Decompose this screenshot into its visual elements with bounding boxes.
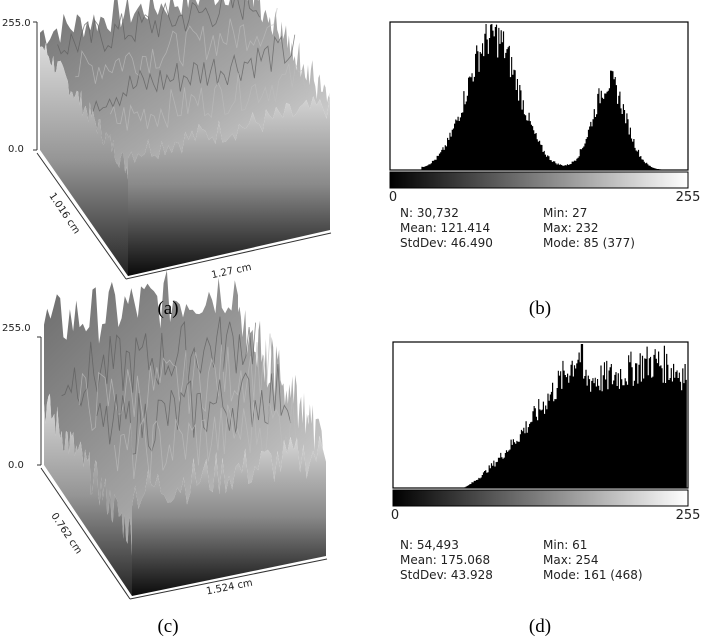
axis-max-label: 255	[676, 190, 701, 205]
surface-plot	[33, 0, 332, 280]
stat-text: Min: 61	[543, 538, 587, 552]
stat-text: Mode: 85 (377)	[543, 236, 635, 250]
surface-ridge	[114, 397, 309, 482]
surface-ridge	[75, 8, 278, 84]
axis-max-label: 255	[676, 508, 701, 523]
axis-min-label: 0	[389, 190, 397, 205]
surface-front-face	[128, 92, 330, 276]
surface-top	[44, 270, 326, 556]
z-max-label: 255.0	[2, 18, 31, 29]
y-extent-label: 0.762 cm	[48, 511, 83, 556]
stat-text: Mode: 161 (468)	[543, 568, 643, 582]
z-min-label: 0.0	[8, 460, 24, 471]
surface-ridge	[110, 63, 313, 131]
histogram	[392, 341, 689, 507]
stat-text: Mean: 121.414	[400, 221, 490, 235]
panel-label: (d)	[529, 616, 551, 637]
axis-min-label: 0	[391, 508, 399, 523]
surface-ridge	[57, 0, 260, 55]
y-axis	[40, 467, 131, 600]
gray-scale-bar	[392, 489, 689, 507]
x-extent-label: 1.524 cm	[205, 578, 253, 598]
z-max-label: 255.0	[2, 323, 31, 334]
x-extent-label: 1.27 cm	[210, 262, 252, 281]
stat-text: N: 54,493	[400, 538, 459, 552]
surface-ridge	[92, 34, 296, 113]
surface-plot	[37, 270, 328, 600]
surface-ridge	[78, 333, 274, 432]
stat-text: StdDev: 43.928	[400, 568, 493, 582]
panel-label: (c)	[157, 616, 178, 637]
surface-left-face	[40, 42, 128, 277]
stat-text: StdDev: 46.490	[400, 236, 493, 250]
stat-text: Mean: 175.068	[400, 553, 490, 567]
surface-ridge	[96, 364, 292, 455]
surface-left-face	[44, 393, 132, 596]
stat-text: Min: 27	[543, 206, 587, 220]
panel-label: (b)	[529, 298, 551, 319]
histogram-bars	[463, 344, 687, 488]
z-min-label: 0.0	[8, 144, 24, 155]
gray-scale-bar	[389, 171, 689, 189]
stat-text: Max: 254	[543, 553, 599, 567]
y-axis	[36, 152, 127, 280]
panel-label: (a)	[157, 298, 178, 319]
x-axis	[125, 232, 332, 280]
x-axis	[129, 558, 328, 600]
histogram-bars	[421, 24, 662, 170]
histogram	[389, 21, 689, 189]
surface-front-face	[132, 435, 326, 596]
stat-text: Max: 232	[543, 221, 599, 235]
stat-text: N: 30,732	[400, 206, 459, 220]
